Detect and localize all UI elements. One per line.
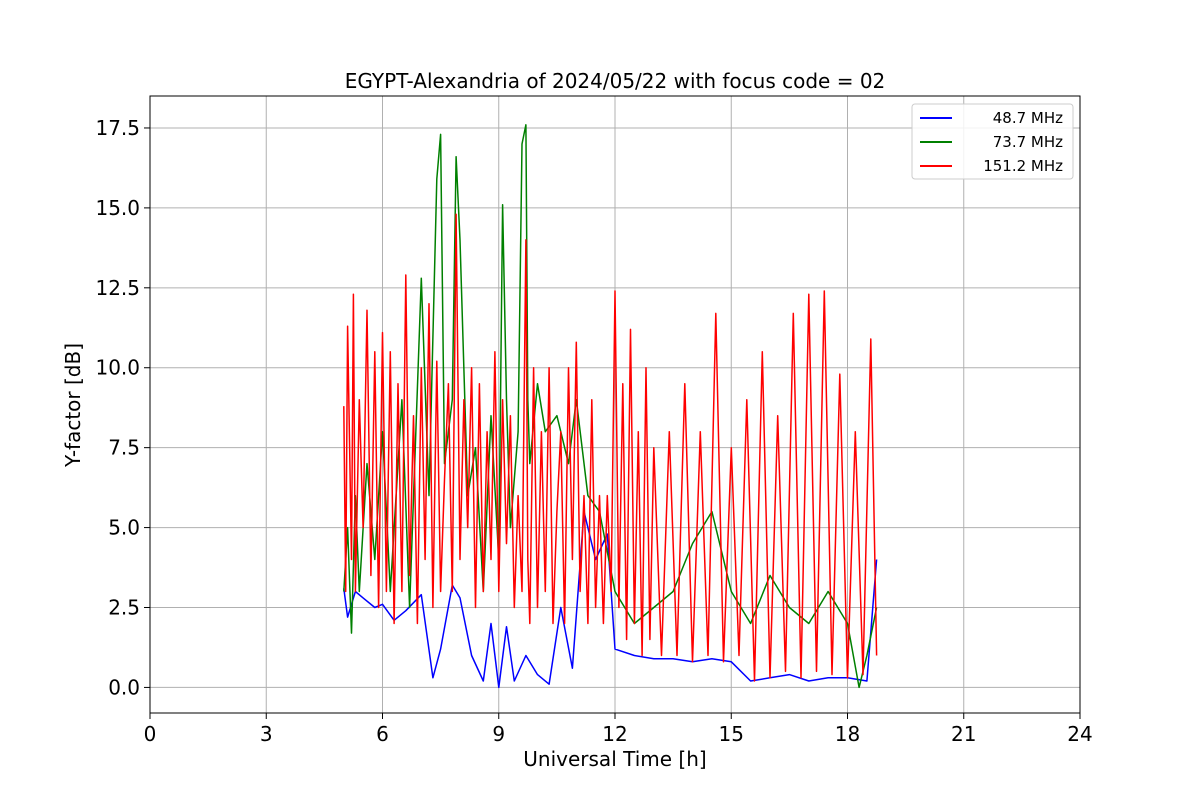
legend: 48.7 MHz 73.7 MHz 151.2 MHz — [911, 103, 1074, 180]
x-tick-label: 3 — [260, 722, 273, 746]
series-line-2 — [343, 213, 878, 682]
y-tick-label: 12.5 — [95, 276, 140, 300]
y-tick-label: 7.5 — [108, 436, 140, 460]
legend-label: 48.7 MHz — [993, 109, 1063, 127]
x-tick-label: 24 — [1067, 722, 1092, 746]
x-tick-label: 6 — [376, 722, 389, 746]
chart-title: EGYPT-Alexandria of 2024/05/22 with focu… — [345, 69, 886, 93]
y-tick-label: 5.0 — [108, 516, 140, 540]
y-tick-label: 0.0 — [108, 675, 140, 699]
legend-label: 73.7 MHz — [993, 133, 1063, 151]
legend-label: 151.2 MHz — [983, 157, 1063, 175]
y-axis-label: Y-factor [dB] — [61, 343, 85, 468]
y-tick-label: 2.5 — [108, 596, 140, 620]
legend-box — [911, 103, 1074, 180]
y-tick-label: 17.5 — [95, 116, 140, 140]
y-tick-label: 15.0 — [95, 196, 140, 220]
x-tick-label: 12 — [602, 722, 627, 746]
x-tick-label: 0 — [144, 722, 157, 746]
grid — [149, 96, 1081, 713]
y-tick-label: 10.0 — [95, 356, 140, 380]
series-line-1 — [343, 124, 878, 689]
x-tick-label: 15 — [719, 722, 744, 746]
y-axis-ticks: 0.0 2.5 5.0 7.5 10.0 12.5 15.0 17.5 — [95, 116, 150, 699]
x-tick-label: 18 — [835, 722, 860, 746]
x-tick-label: 9 — [492, 722, 505, 746]
x-axis-label: Universal Time [h] — [523, 747, 706, 771]
x-tick-label: 21 — [951, 722, 976, 746]
x-axis-ticks: 0 3 6 9 12 15 18 21 24 — [144, 713, 1093, 746]
series-lines — [343, 124, 878, 689]
series-line-0 — [343, 510, 878, 689]
